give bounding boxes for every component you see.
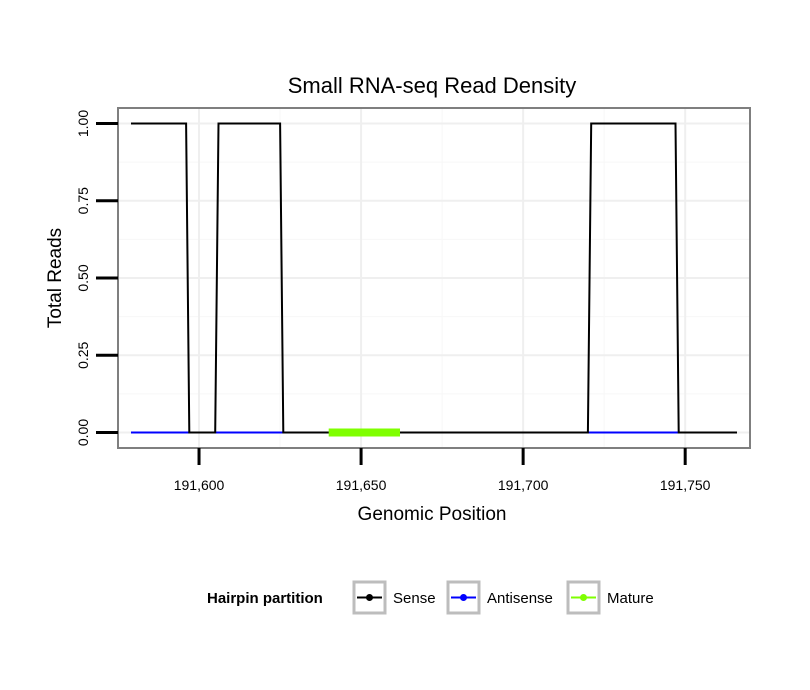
- legend-key-point: [460, 594, 467, 601]
- legend-key-point: [366, 594, 373, 601]
- chart-title: Small RNA-seq Read Density: [288, 73, 577, 98]
- legend-label-sense: Sense: [393, 590, 436, 607]
- x-tick-label: 191,650: [336, 477, 387, 493]
- legend-label-mature: Mature: [607, 590, 654, 607]
- y-tick-label: 1.00: [75, 110, 91, 137]
- x-tick-label: 191,700: [498, 477, 549, 493]
- legend-label-antisense: Antisense: [487, 590, 553, 607]
- data-series: [131, 122, 737, 437]
- series-line-sense: [131, 122, 737, 434]
- legend: Hairpin partition Sense Antisense Mature: [207, 580, 654, 615]
- y-tick-label: 0.25: [75, 341, 91, 368]
- x-axis-title: Genomic Position: [358, 504, 507, 525]
- y-axis-title: Total Reads: [45, 228, 66, 328]
- legend-key-point: [580, 594, 587, 601]
- y-tick-label: 0.00: [75, 419, 91, 446]
- y-tick-label: 0.75: [75, 187, 91, 214]
- legend-title: Hairpin partition: [207, 590, 323, 607]
- x-axis: 191,600 191,650 191,700 191,750: [174, 448, 711, 493]
- x-tick-label: 191,600: [174, 477, 225, 493]
- y-tick-label: 0.50: [75, 264, 91, 291]
- x-tick-label: 191,750: [660, 477, 711, 493]
- y-axis: 0.00 0.25 0.50 0.75 1.00: [75, 110, 118, 446]
